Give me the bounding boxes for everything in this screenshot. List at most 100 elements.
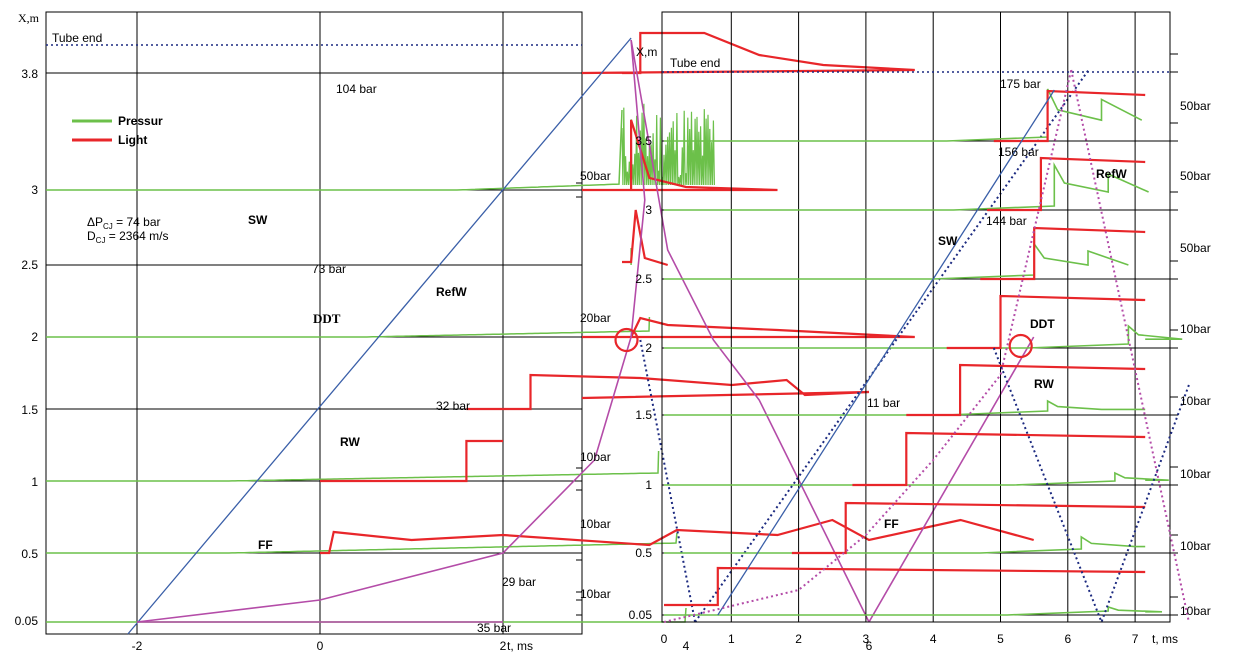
- left-region-ddt: DDT: [313, 311, 341, 326]
- right-light-trace: [906, 363, 1146, 417]
- left-pressure-label: 35 bar: [477, 621, 511, 635]
- left-x-tick: 4: [683, 639, 690, 653]
- left-x-tick: -2: [132, 639, 143, 653]
- pressure-trace: [46, 450, 660, 482]
- right-x-tick: 6: [1064, 632, 1071, 646]
- right-pressure-label: 156 bar: [998, 145, 1039, 159]
- right-y-tick: 1: [645, 478, 652, 492]
- left-scale-label: 50bar: [580, 169, 611, 183]
- right-y-tick: 3: [645, 203, 652, 217]
- left-return-trajectory: [868, 336, 1035, 623]
- left-y-tick: 3.8: [21, 67, 38, 81]
- info-delta-p-value: = 74 bar: [113, 215, 161, 229]
- info-d-value: = 2364 m/s: [105, 229, 168, 243]
- left-pressure-label: 29 bar: [502, 575, 536, 589]
- left-ddt-circle: [614, 327, 639, 353]
- pressure-trace: [46, 607, 687, 623]
- right-region-rw: RW: [1034, 377, 1054, 391]
- info-d-sub: CJ: [96, 236, 106, 245]
- right-light-trace: [980, 226, 1146, 281]
- right-refw-trajectory: [1070, 69, 1190, 623]
- left-region-rw: RW: [340, 435, 360, 449]
- right-y-tick: 3.5: [635, 134, 652, 148]
- right-light-trace: [946, 294, 1146, 350]
- left-scale-label: 10bar: [580, 450, 611, 464]
- left-flame-trajectory: [136, 39, 646, 623]
- left-y-tick: 0.05: [15, 614, 39, 628]
- right-scale-label: 10bar: [1180, 467, 1211, 481]
- right-gridlines: [662, 12, 1178, 622]
- right-scale-label: 10bar: [1180, 604, 1211, 618]
- pressure-trace: [46, 109, 623, 191]
- left-x-tick: 6: [866, 639, 873, 653]
- legend-pressure-label: Pressur: [118, 114, 163, 128]
- right-x-tick: 2: [795, 632, 802, 646]
- left-data-traces: [46, 31, 1090, 635]
- right-light-trace: [993, 89, 1146, 143]
- right-scale-label: 50bar: [1180, 99, 1211, 113]
- left-y-tick: 1.5: [21, 403, 38, 417]
- right-pressure-trace: [664, 161, 1149, 211]
- right-x-tick: 7: [1132, 632, 1139, 646]
- left-region-refw: RefW: [436, 285, 467, 299]
- right-plot-frame: [661, 11, 1171, 623]
- right-region-ddt: DDT: [1030, 317, 1055, 331]
- left-tube-end-label: Tube end: [52, 31, 102, 45]
- light-trace: [320, 439, 503, 483]
- right-y-tick: 2: [645, 341, 652, 355]
- right-x-tick: 1: [728, 632, 735, 646]
- left-sw-line: [127, 37, 632, 635]
- left-scale-label: 10bar: [580, 517, 611, 531]
- right-y-tick: 0.05: [629, 608, 653, 622]
- right-scale-label: 10bar: [1180, 322, 1211, 336]
- info-line-1: ΔPCJ = 74 bar: [87, 215, 161, 231]
- left-y-tick: 2: [31, 330, 38, 344]
- right-ddt-circle: [1008, 333, 1033, 359]
- left-region-ff: FF: [258, 538, 273, 552]
- right-light-trace: [791, 501, 1146, 555]
- legend-light-label: Light: [118, 133, 147, 147]
- right-tube-end-label: Tube end: [670, 56, 720, 70]
- right-region-sw: SW: [938, 234, 958, 248]
- left-plot-frame: [45, 11, 583, 635]
- left-refw-trajectory: [630, 39, 870, 623]
- right-light-trace: [664, 566, 1146, 607]
- light-trace: [622, 209, 669, 267]
- left-x-tick: 2: [500, 639, 507, 653]
- left-pressure-label: 104 bar: [336, 82, 377, 96]
- right-pressure-trace: [664, 605, 1163, 616]
- right-xlabel: t, ms: [1152, 632, 1178, 646]
- info-d: D: [87, 229, 96, 243]
- light-trace: [320, 518, 1034, 555]
- left-y-tick: 2.5: [21, 258, 38, 272]
- left-pressure-label: 73 bar: [312, 262, 346, 276]
- right-pressure-trace: [664, 399, 1146, 416]
- right-light-trace: [987, 156, 1146, 212]
- info-delta-p-sub: CJ: [103, 222, 113, 231]
- light-trace: [466, 373, 870, 411]
- right-pressure-trace: [664, 88, 1143, 142]
- right-sw-line: [717, 89, 1055, 616]
- right-y-tick: 1.5: [635, 408, 652, 422]
- pressure-trace: [46, 532, 678, 554]
- right-pressure-label: 11 bar: [867, 396, 900, 410]
- left-y-tick: 0.5: [21, 547, 38, 561]
- right-x-tick: 0: [661, 632, 668, 646]
- info-line-2: DCJ = 2364 m/s: [87, 229, 169, 245]
- right-x-tick: 5: [997, 632, 1004, 646]
- right-scale-label: 50bar: [1180, 241, 1211, 255]
- right-ylabel: X,m: [636, 45, 657, 59]
- pressure-trace: [46, 316, 651, 338]
- right-region-refw: RefW: [1096, 167, 1127, 181]
- right-pressure-trace: [664, 324, 1183, 349]
- right-pressure-trace: [664, 535, 1146, 554]
- left-region-sw: SW: [248, 213, 268, 227]
- right-pressure-label: 175 bar: [1000, 77, 1041, 91]
- info-delta-p: ΔP: [87, 215, 103, 229]
- left-pressure-label: 32 bar: [436, 399, 470, 413]
- left-scale-label: 20bar: [580, 311, 611, 325]
